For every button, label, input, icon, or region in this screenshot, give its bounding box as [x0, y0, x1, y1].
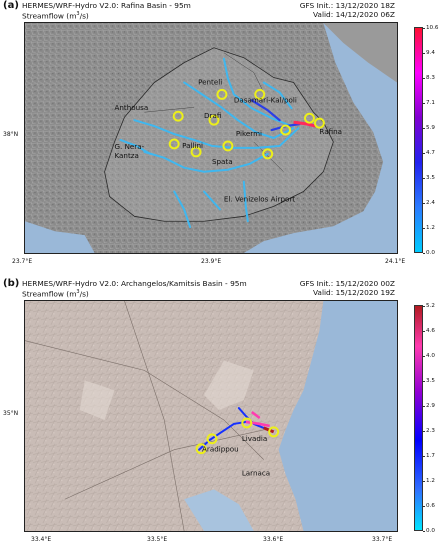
panel-label: (b) [3, 278, 20, 289]
gfs-init-label: GFS Init.: 15/12/2020 00Z [299, 279, 395, 288]
lon-label-2: 33.5°E [147, 536, 168, 543]
colorbar-tick: 4.7 [423, 150, 435, 156]
colorbar-tick: 3.5 [423, 175, 435, 181]
colorbar-tick: 10.6 [422, 25, 439, 31]
colorbar-tick: 9.4 [423, 50, 435, 56]
map-title: HERMES/WRF-Hydro V2.0: Rafina Basin - 95… [22, 1, 191, 10]
colorbar-tick: 0.6 [423, 503, 435, 509]
map-subtitle: Streamflow (m3/s) [22, 289, 89, 299]
station-pikermi [222, 140, 234, 152]
valid-time-label: Valid: 15/12/2020 19Z [312, 288, 395, 297]
station-anthousa [172, 110, 184, 122]
latitude-label: 35°N [3, 410, 19, 417]
station-nera-kantza [168, 138, 180, 150]
place-rafina: Rafina [319, 127, 342, 136]
colorbar-tick: 4.0 [423, 353, 435, 359]
station-pallini [190, 146, 202, 158]
station-dasamari [254, 88, 266, 100]
colorbar-tick: 5.9 [423, 125, 435, 131]
roads [25, 301, 264, 531]
station-drafi [208, 114, 220, 126]
lon-label-1: 23.7°E [12, 258, 33, 265]
station-pikermi-east [280, 124, 292, 136]
place-airport: El. Venizelos Airport [224, 194, 295, 203]
place-pikermi: Pikermi [236, 129, 262, 138]
colorbar-tick: 8.3 [423, 75, 435, 81]
colorbar-tick: 1.7 [423, 453, 435, 459]
lon-label-4: 33.7°E [372, 536, 393, 543]
place-spata: Spata [212, 157, 233, 166]
colorbar-tick: 4.6 [423, 328, 435, 334]
streamflow-colorbar [414, 27, 423, 253]
outlet-high-flow [293, 120, 316, 128]
panel-b: (b) HERMES/WRF-Hydro V2.0: Archangelos/K… [0, 278, 447, 550]
place-drafi: Drafi [204, 111, 221, 120]
saronic-sea [25, 221, 95, 253]
larnaca-salt-lake [184, 489, 254, 531]
station-outlet [268, 426, 280, 438]
latitude-label: 38°N [3, 131, 19, 138]
lon-label-1: 33.4°E [31, 536, 52, 543]
colorbar-tick: 0.0 [423, 250, 435, 256]
colorbar-tick: 2.9 [423, 403, 435, 409]
station-rafina [313, 117, 325, 129]
station-livadia [241, 417, 253, 429]
place-penteli: Penteli [198, 77, 222, 86]
station-spata [262, 148, 274, 160]
place-anthousa: Anthousa [115, 103, 149, 112]
place-nera: G. Nera- [115, 142, 145, 151]
colorbar-tick: 1.2 [423, 478, 435, 484]
colorbar-tick: 0.0 [423, 528, 435, 534]
gauge-stations [168, 88, 325, 160]
stream-network [119, 57, 300, 229]
rafina-basin-map: Penteli Dasamari-Kal/poli Anthousa Drafi… [24, 22, 398, 254]
place-kantza: Kantza [115, 151, 139, 160]
lon-label-3: 33.6°E [263, 536, 284, 543]
streamflow-colorbar [414, 305, 423, 531]
panel-label: (a) [3, 0, 19, 11]
euboea-land [323, 23, 397, 83]
archangelos-basin-map: Livadia Aradippou Larnaca [24, 300, 398, 532]
valid-time-label: Valid: 14/12/2020 06Z [312, 10, 395, 19]
place-aradippou: Aradippou [202, 445, 239, 454]
colorbar-tick: 7.1 [423, 100, 435, 106]
map-title: HERMES/WRF-Hydro V2.0: Archangelos/Kamit… [22, 279, 247, 288]
attica-land [25, 23, 384, 253]
lon-label-3: 24.1°E [385, 258, 406, 265]
place-livadia: Livadia [242, 434, 267, 443]
colorbar-tick: 2.3 [423, 428, 435, 434]
station-upper [206, 433, 218, 445]
gauge-stations [195, 417, 280, 455]
station-aradippou [195, 443, 207, 455]
station-upper-rafina [303, 112, 315, 124]
cyprus-land [25, 301, 324, 531]
lon-label-2: 23.9°E [201, 258, 222, 265]
place-larnaca: Larnaca [242, 468, 270, 477]
map-subtitle: Streamflow (m3/s) [22, 11, 89, 21]
place-pallini: Pallini [182, 141, 203, 150]
station-penteli [216, 88, 228, 100]
place-dasamari: Dasamari-Kal/poli [234, 95, 297, 104]
colorbar-tick: 5.2 [423, 303, 435, 309]
gfs-init-label: GFS Init.: 13/12/2020 18Z [299, 1, 395, 10]
colorbar-tick: 2.4 [423, 200, 435, 206]
panel-a: (a) HERMES/WRF-Hydro V2.0: Rafina Basin … [0, 0, 447, 272]
colorbar-tick: 1.2 [423, 225, 435, 231]
colorbar-tick: 3.5 [423, 378, 435, 384]
